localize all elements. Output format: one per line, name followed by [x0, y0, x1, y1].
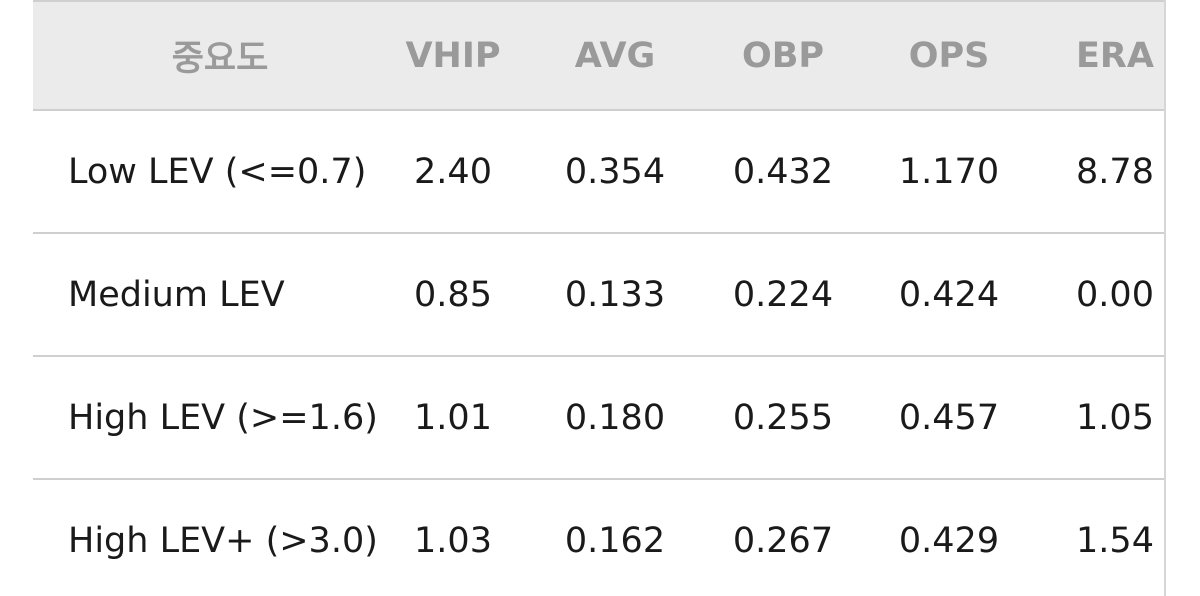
table-cell: 0.162	[564, 520, 666, 561]
table-cell: 0.00	[1076, 274, 1154, 315]
table-row: High LEV (>=1.6) 1.01 0.180 0.255 0.457 1.05	[33, 357, 1164, 480]
table-cell: 0.85	[414, 274, 492, 315]
table-cell: 0.354	[564, 151, 666, 192]
table-cell: 0.457	[898, 397, 1000, 438]
table-cell: Low LEV (<=0.7)	[68, 151, 367, 192]
table-cell: 1.03	[414, 520, 492, 561]
table-cell: 1.170	[898, 151, 1000, 192]
table-cell: Medium LEV	[68, 274, 285, 315]
table-cell: 0.180	[564, 397, 666, 438]
table-row: Medium LEV 0.85 0.133 0.224 0.424 0.00	[33, 234, 1164, 357]
header-cell: VHIP	[405, 35, 501, 76]
table-cell: 0.429	[898, 520, 1000, 561]
header-cell: OBP	[741, 35, 825, 76]
header-cell: 중요도	[171, 39, 269, 79]
table-cell: High LEV (>=1.6)	[68, 397, 378, 438]
table-cell: 0.432	[732, 151, 834, 192]
stats-table: 중요도 VHIP AVG OBP OPS ERA Low LEV (<=0.7) 2.40 0.…	[33, 0, 1166, 596]
table-cell: 2.40	[414, 151, 492, 192]
table-cell: 1.01	[414, 397, 492, 438]
table-row: High LEV+ (>3.0) 1.03 0.162 0.267 0.429 1.54	[33, 480, 1164, 596]
table-cell: 0.267	[732, 520, 834, 561]
table-cell: 1.54	[1076, 520, 1154, 561]
table-cell: 0.224	[732, 274, 834, 315]
table-cell: 8.78	[1076, 151, 1154, 192]
table-cell: 0.424	[898, 274, 1000, 315]
table-cell: High LEV+ (>3.0)	[68, 520, 378, 561]
header-cell: ERA	[1076, 35, 1154, 76]
table-row: Low LEV (<=0.7) 2.40 0.354 0.432 1.170 8.78	[33, 111, 1164, 234]
header-cell: AVG	[574, 35, 656, 76]
table-cell: 0.255	[732, 397, 834, 438]
header-cell: OPS	[908, 35, 990, 76]
header-row: 중요도 VHIP AVG OBP OPS ERA	[33, 0, 1164, 111]
table-cell: 0.133	[564, 274, 666, 315]
table-cell: 1.05	[1076, 397, 1154, 438]
